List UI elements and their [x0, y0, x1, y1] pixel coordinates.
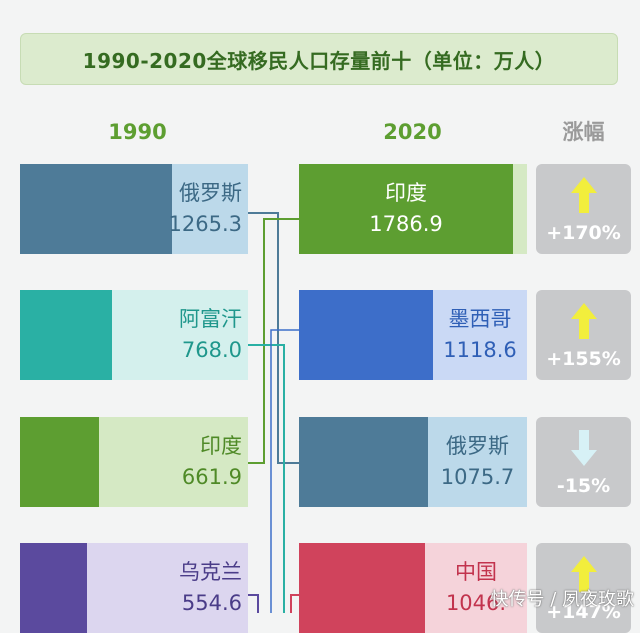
bar-label: 墨西哥 1118.6 — [433, 290, 527, 380]
bar-1990-india — [20, 417, 99, 507]
bar-label: 印度 1786.9 — [299, 164, 513, 254]
title-banner: 1990-2020全球移民人口存量前十（单位：万人） — [20, 33, 618, 85]
header-1990: 1990 — [108, 120, 167, 144]
up-arrow-icon — [571, 556, 597, 592]
bar-row-2020-india: 印度 1786.9 — [299, 164, 527, 254]
bar-row-2020-russia: 俄罗斯 1075.7 — [299, 417, 527, 507]
bar-2020-mexico — [299, 290, 433, 380]
bar-row-1990-ukraine: 乌克兰 554.6 — [20, 543, 248, 633]
watermark: 快传号 / 夙夜玫歌 — [490, 589, 634, 610]
bar-row-1990-afghanistan: 阿富汗 768.0 — [20, 290, 248, 380]
header-2020: 2020 — [383, 120, 442, 144]
country-label: 俄罗斯 — [446, 434, 509, 458]
country-label: 中国 — [455, 560, 497, 584]
country-label: 阿富汗 — [179, 307, 242, 331]
country-label: 印度 — [200, 434, 242, 458]
country-label: 乌克兰 — [179, 560, 242, 584]
value-label: 1786.9 — [369, 212, 443, 236]
connector-afghanistan — [248, 344, 285, 613]
bar-label: 印度 661.9 — [182, 417, 248, 507]
connector-mexico — [270, 329, 299, 613]
connector-india — [248, 218, 299, 464]
bar-row-1990-india: 印度 661.9 — [20, 417, 248, 507]
bar-label: 中国 1046. — [425, 543, 527, 633]
chart-title: 1990-2020全球移民人口存量前十（单位：万人） — [82, 48, 556, 73]
change-box: -15% — [536, 417, 631, 507]
up-arrow-icon — [571, 177, 597, 213]
value-label: 661.9 — [181, 465, 242, 489]
bar-1990-ukraine — [20, 543, 87, 633]
down-arrow-icon — [571, 430, 597, 466]
bar-label: 俄罗斯 1075.7 — [428, 417, 527, 507]
change-label: +155% — [546, 348, 621, 370]
country-label: 墨西哥 — [448, 307, 512, 331]
change-box: +170% — [536, 164, 631, 254]
connector-russia — [248, 212, 299, 464]
value-label: 1046. — [445, 591, 507, 615]
up-arrow-icon — [571, 303, 597, 339]
bar-2020-china — [299, 543, 425, 633]
bar-label: 俄罗斯 1265.3 — [169, 164, 248, 254]
value-label: 768.0 — [181, 338, 242, 362]
country-label: 印度 — [385, 181, 427, 205]
change-label: -15% — [556, 475, 611, 497]
value-label: 1075.7 — [440, 465, 515, 489]
bar-row-2020-mexico: 墨西哥 1118.6 — [299, 290, 527, 380]
bar-2020-india — [299, 164, 513, 254]
value-label: 1118.6 — [443, 338, 517, 362]
bar-2020-russia — [299, 417, 428, 507]
connector-ukraine — [248, 594, 259, 613]
bar-1990-afghanistan — [20, 290, 112, 380]
header-change: 涨幅 — [562, 120, 605, 144]
value-label: 1265.3 — [168, 212, 242, 236]
connector-china — [290, 594, 299, 613]
bar-row-1990-russia: 俄罗斯 1265.3 — [20, 164, 248, 254]
bar-label: 乌克兰 554.6 — [179, 543, 248, 633]
change-label: +170% — [546, 222, 621, 244]
country-label: 俄罗斯 — [179, 181, 242, 205]
change-box: +155% — [536, 290, 631, 380]
value-label: 554.6 — [181, 591, 242, 615]
bar-label: 阿富汗 768.0 — [179, 290, 248, 380]
bar-1990-russia — [20, 164, 172, 254]
